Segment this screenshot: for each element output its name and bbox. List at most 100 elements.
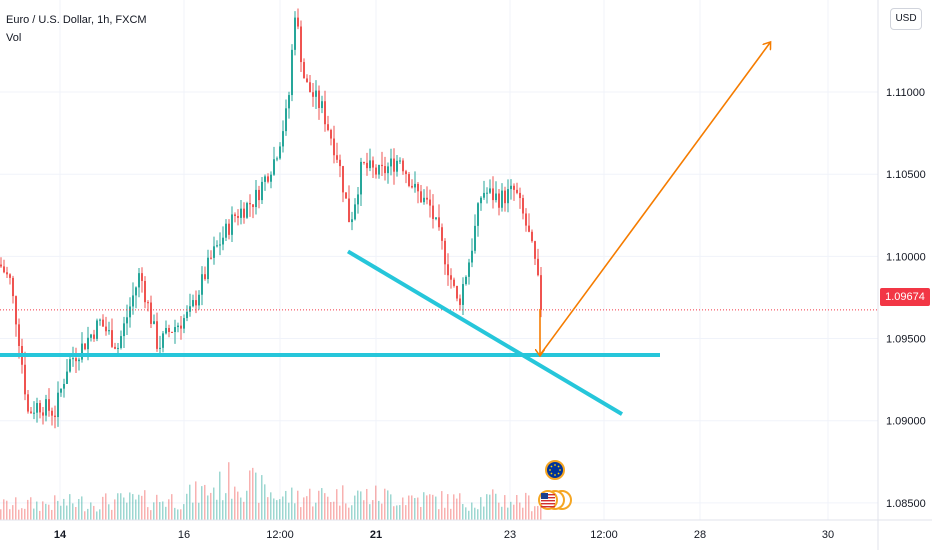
drawings-layer[interactable]: [0, 43, 878, 416]
volume-bar: [513, 504, 515, 520]
candle-body: [417, 183, 419, 192]
candle-body: [54, 415, 56, 417]
volume-bars: [0, 462, 542, 520]
candle-body: [294, 17, 296, 50]
candle-body: [141, 273, 143, 281]
volume-bar: [165, 506, 167, 520]
volume-legend[interactable]: Vol: [6, 32, 22, 44]
candle-body: [264, 176, 266, 182]
volume-bar: [333, 501, 335, 520]
volume-bar: [522, 507, 524, 520]
volume-bar: [486, 494, 488, 520]
trendline[interactable]: [346, 249, 624, 416]
candle-body: [57, 392, 59, 417]
candle-body: [363, 161, 365, 163]
candle-body: [468, 262, 470, 277]
volume-bar: [171, 494, 173, 520]
y-tick-label: 1.09500: [886, 334, 926, 346]
volume-bar: [138, 494, 140, 520]
candle-body: [348, 198, 350, 223]
volume-bar: [471, 502, 473, 520]
volume-bar: [336, 489, 338, 520]
volume-bar: [18, 509, 20, 520]
candle-body: [228, 223, 230, 235]
candle-body: [273, 159, 275, 175]
volume-bar: [393, 506, 395, 520]
volume-bar: [39, 510, 41, 520]
eu-flag-icon[interactable]: [545, 460, 565, 480]
volume-bar: [180, 509, 182, 520]
volume-bar: [537, 505, 539, 520]
volume-bar: [519, 502, 521, 520]
volume-bar: [54, 495, 56, 520]
volume-bar: [75, 507, 77, 520]
candle-body: [12, 277, 14, 297]
eu-flag-star: [550, 472, 553, 475]
volume-bar: [429, 494, 431, 520]
volume-bar: [123, 497, 125, 520]
volume-bar: [270, 492, 272, 520]
projection-arrow-up[interactable]: [539, 43, 770, 356]
candle-body: [9, 274, 11, 278]
volume-bar: [240, 497, 242, 520]
volume-bar: [468, 510, 470, 520]
volume-bar: [48, 504, 50, 520]
volume-bar: [24, 508, 26, 520]
x-tick-label: 14: [54, 529, 67, 541]
volume-bar: [345, 503, 347, 520]
candle-body: [429, 199, 431, 206]
volume-bar: [84, 511, 86, 520]
candle-body: [525, 213, 527, 226]
candle-body: [333, 138, 335, 156]
candle-body: [516, 189, 518, 193]
candle-body: [498, 193, 500, 208]
candle-body: [477, 203, 479, 226]
candle-body: [51, 410, 53, 416]
volume-bar: [405, 505, 407, 520]
candle-body: [216, 245, 218, 247]
volume-bar: [45, 503, 47, 520]
candle-body: [456, 285, 458, 299]
candle-body: [480, 197, 482, 204]
candle-body: [438, 217, 440, 228]
candle-body: [174, 327, 176, 333]
candle-body: [198, 294, 200, 306]
volume-bar: [534, 506, 536, 520]
volume-bar: [510, 501, 512, 520]
volume-bar: [111, 509, 113, 520]
candle-body: [36, 403, 38, 413]
candle-body: [501, 190, 503, 208]
candle-body: [240, 208, 242, 218]
volume-bar: [183, 504, 185, 520]
volume-bar: [444, 507, 446, 520]
candle-body: [465, 276, 467, 285]
volume-bar: [222, 500, 224, 520]
x-tick-label: 28: [694, 529, 706, 541]
symbol-title[interactable]: Euro / U.S. Dollar, 1h, FXCM: [6, 14, 147, 26]
candle-body: [93, 334, 95, 339]
volume-bar: [390, 494, 392, 520]
volume-bar: [30, 497, 32, 520]
candle-body: [81, 343, 83, 360]
volume-bar: [357, 490, 359, 520]
volume-bar: [480, 497, 482, 520]
currency-button[interactable]: USD: [890, 8, 922, 30]
volume-bar: [459, 493, 461, 520]
candle-body: [318, 90, 320, 109]
us-flag-icon[interactable]: [538, 490, 572, 510]
event-icons[interactable]: [538, 460, 572, 510]
volume-bar: [69, 494, 71, 520]
volume-bar: [507, 507, 509, 520]
candle-body: [132, 295, 134, 307]
chart-legend: Euro / U.S. Dollar, 1h, FXCM Vol: [6, 11, 147, 47]
volume-bar: [483, 506, 485, 520]
us-flag-stripe: [541, 506, 555, 508]
volume-bar: [315, 502, 317, 520]
volume-bar: [87, 508, 89, 520]
volume-bar: [285, 490, 287, 520]
volume-bar: [66, 505, 68, 520]
volume-bar: [498, 502, 500, 520]
volume-bar: [228, 462, 230, 520]
y-tick-label: 1.10000: [886, 251, 926, 263]
